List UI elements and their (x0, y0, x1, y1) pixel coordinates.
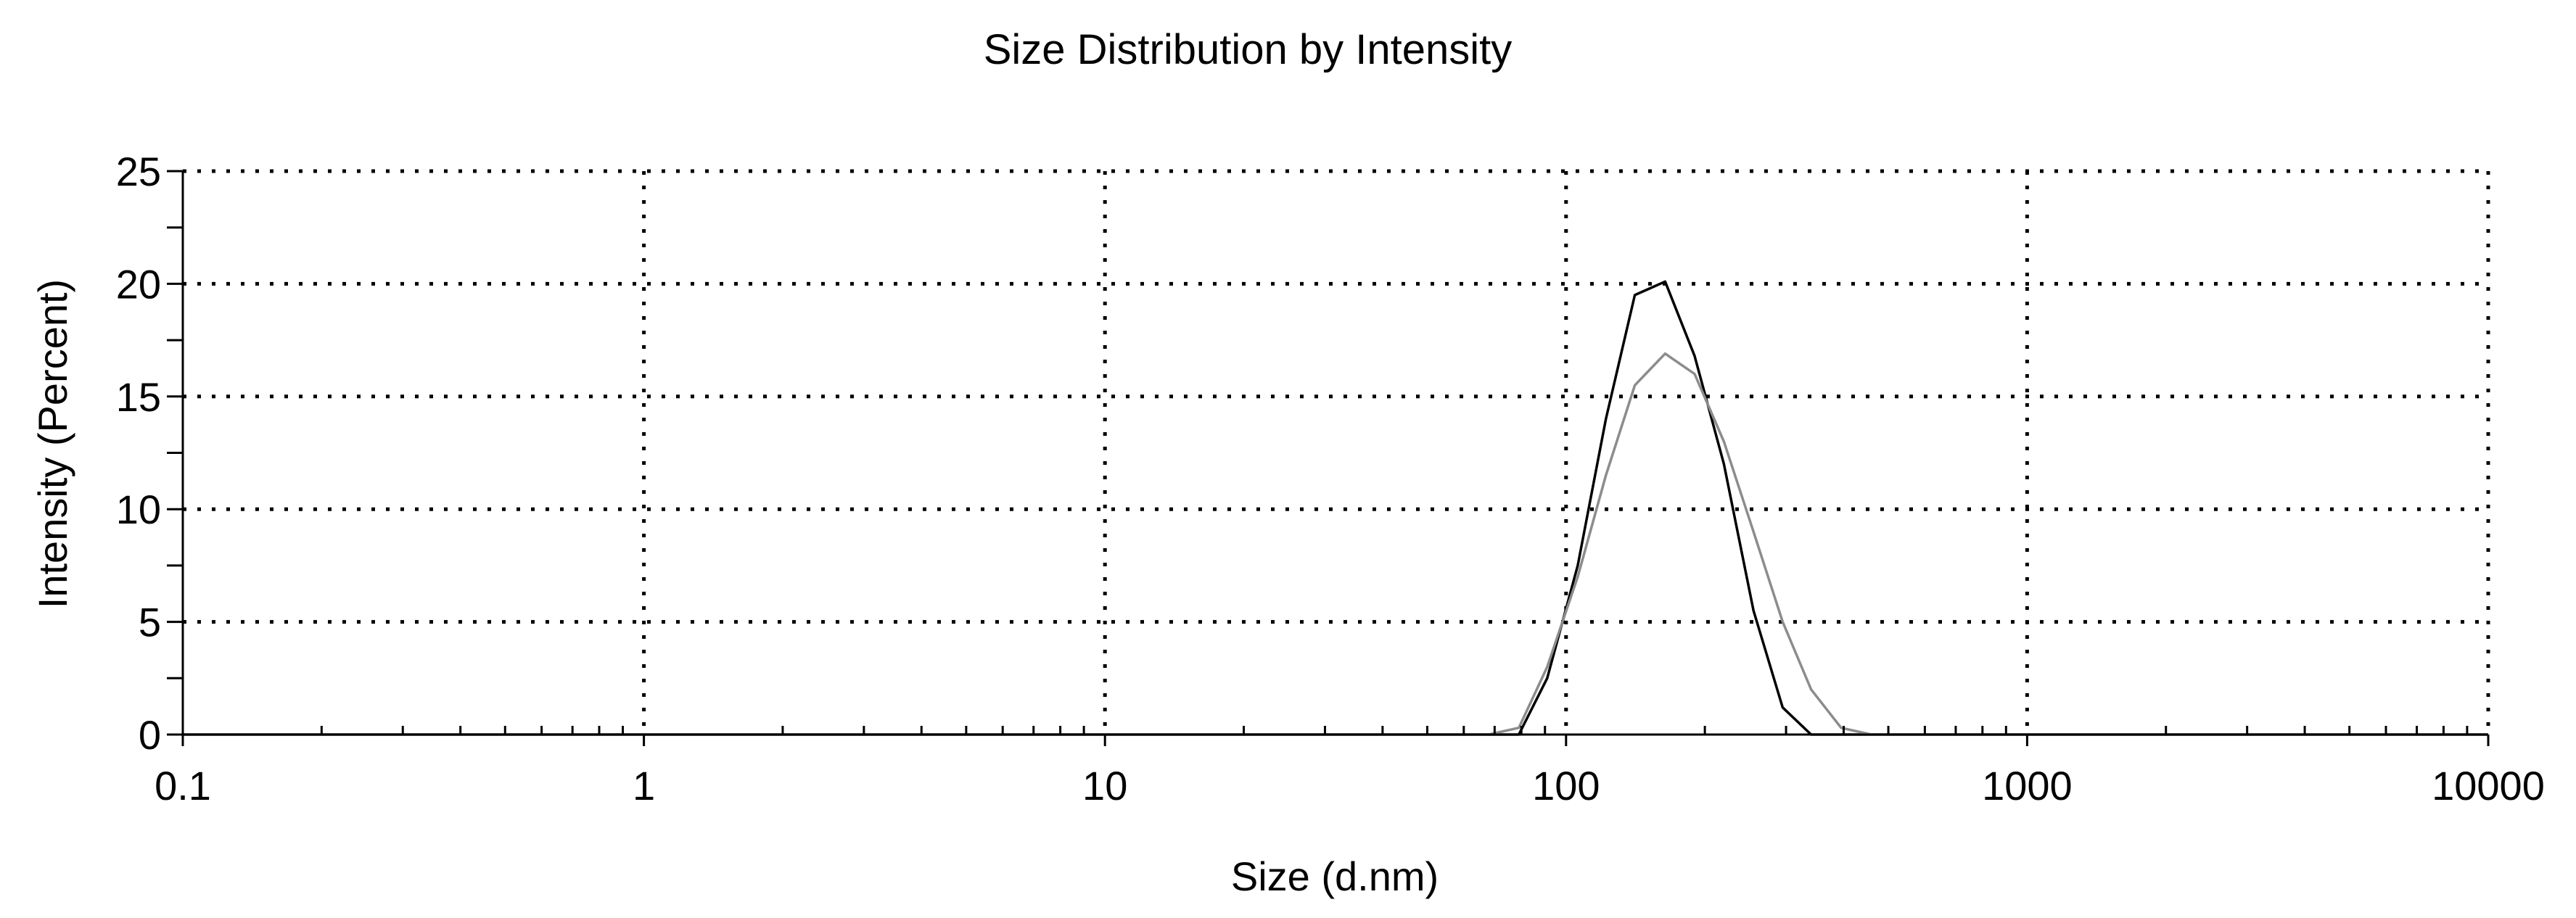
y-tick-label: 5 (139, 600, 161, 645)
x-axis-title: Size (d.nm) (1231, 853, 1439, 899)
axes (167, 170, 2490, 746)
x-tick-label: 1 (633, 763, 655, 809)
y-tick-label: 0 (139, 712, 161, 758)
x-tick-label: 10 (1082, 763, 1127, 809)
y-tick-label: 15 (116, 374, 161, 420)
x-tick-label: 1000 (1982, 763, 2073, 809)
y-tick-label: 10 (116, 487, 161, 532)
series-line-1 (183, 280, 2488, 736)
tick-labels: 0.1 1 10 100 1000 10000 0 5 10 15 20 25 (116, 149, 2545, 809)
y-tick-label: 25 (116, 149, 161, 194)
series-line-2 (183, 352, 2488, 736)
grid-lines (183, 169, 2490, 735)
chart-title: Size Distribution by Intensity (984, 26, 1513, 73)
x-tick-label: 0.1 (155, 763, 211, 809)
y-axis-title: Intensity (Percent) (30, 279, 75, 608)
x-tick-label: 10000 (2432, 763, 2545, 809)
y-tick-label: 20 (116, 261, 161, 307)
series-group (183, 280, 2488, 736)
x-tick-label: 100 (1532, 763, 1600, 809)
